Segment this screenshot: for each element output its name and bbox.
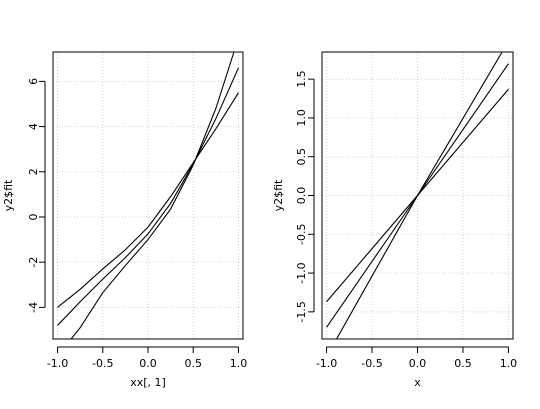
x-tick-label: -1.0 — [316, 357, 337, 370]
y-tick-label: 6 — [27, 78, 40, 85]
x-tick-label: -1.0 — [47, 357, 68, 370]
right-panel: -1.0 -0.5 0.0 0.5 1.0 -1.5 -1.0 -0.5 0.0 0.5 1.0 1.… — [272, 51, 518, 389]
y-tick-label: 0.0 — [295, 187, 308, 205]
plot-frame — [321, 51, 514, 340]
x-tick-label: 0.0 — [139, 357, 157, 370]
y-tick-label: 0 — [27, 213, 40, 220]
x-tick-label: 0.5 — [454, 357, 472, 370]
y-tick-label: -0.5 — [295, 224, 308, 245]
x-axis-label: x — [414, 376, 421, 389]
series-line-2 — [70, 52, 235, 339]
left-panel: -1.0 -0.5 0.0 0.5 1.0 -4 -2 0 2 4 6 xx[, 1] y2$fit — [2, 51, 248, 389]
x-tick-label: -0.5 — [361, 357, 382, 370]
x-tick-label: 0.5 — [184, 357, 202, 370]
x-axis-label: xx[, 1] — [130, 376, 166, 389]
y-tick-label: -1.5 — [295, 301, 308, 322]
y-tick-label: -1.0 — [295, 262, 308, 283]
x-tick-label: -0.5 — [92, 357, 113, 370]
y-tick-label: 0.5 — [295, 148, 308, 166]
y-tick-label: 2 — [27, 168, 40, 175]
x-tick-label: 1.0 — [500, 357, 518, 370]
x-tick-label: 0.0 — [409, 357, 427, 370]
series-line-1 — [57, 67, 239, 326]
y-tick-label: -2 — [27, 257, 40, 268]
series-line-2 — [336, 52, 503, 339]
y-tick-label: 1.5 — [295, 70, 308, 88]
series-line-0 — [57, 92, 239, 308]
y-axis-label: y2$fit — [2, 179, 15, 211]
y-tick-label: -4 — [27, 302, 40, 313]
y-axis-label: y2$fit — [272, 179, 285, 211]
y-tick-label: 1.0 — [295, 109, 308, 127]
x-tick-label: 1.0 — [230, 357, 248, 370]
plot-frame — [52, 51, 244, 340]
y-tick-label: 4 — [27, 123, 40, 130]
